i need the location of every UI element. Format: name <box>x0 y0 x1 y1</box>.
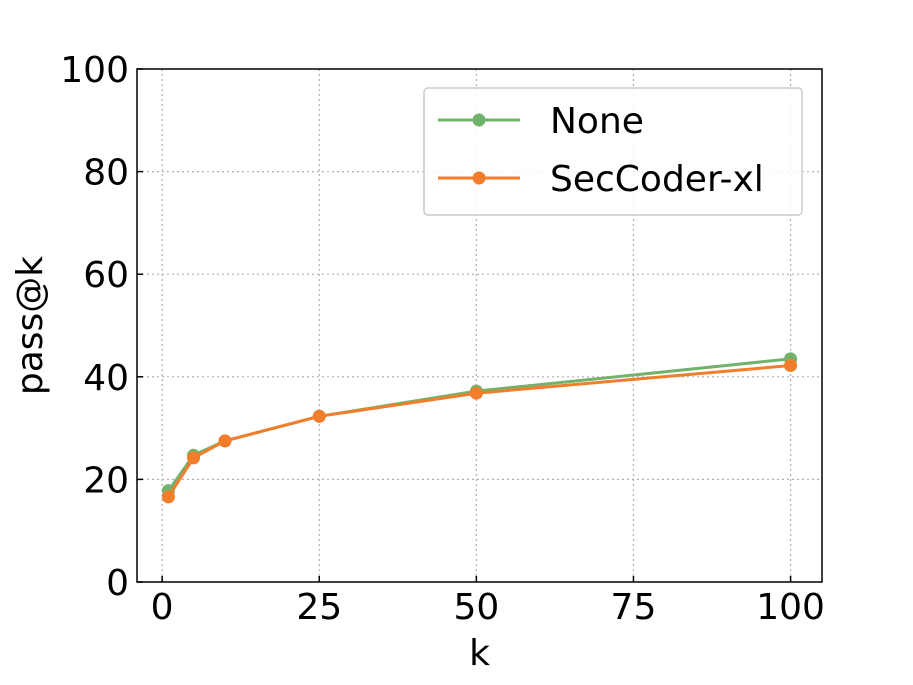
data-point <box>469 386 483 400</box>
x-tick-label: 100 <box>756 587 825 628</box>
x-tick-label: 75 <box>611 587 657 628</box>
data-point <box>161 490 175 504</box>
legend-marker <box>472 171 486 185</box>
y-axis-label: pass@k <box>10 256 51 395</box>
legend-item: None <box>438 101 644 142</box>
y-tick-label: 0 <box>106 563 129 604</box>
legend-item: SecCoder-xl <box>438 159 764 200</box>
data-point <box>784 359 798 373</box>
x-axis-label: k <box>469 633 490 674</box>
series-layer <box>161 352 798 504</box>
y-tick-label: 80 <box>83 153 129 194</box>
y-tick-label: 100 <box>60 50 129 91</box>
legend-marker <box>472 113 486 127</box>
legend-label: SecCoder-xl <box>550 159 764 200</box>
ticks: 0 25 50 75 100 0 20 40 60 80 100 <box>60 50 825 628</box>
y-tick-label: 40 <box>83 358 129 399</box>
data-point <box>187 451 201 465</box>
series-line <box>167 364 791 498</box>
legend-items: None SecCoder-xl <box>438 101 764 200</box>
x-tick-label: 50 <box>453 587 499 628</box>
legend: None SecCoder-xl <box>423 87 803 216</box>
data-point <box>312 409 326 423</box>
data-point <box>218 434 232 448</box>
y-tick-label: 20 <box>83 460 129 501</box>
x-tick-label: 0 <box>151 587 174 628</box>
series-2 <box>161 359 798 504</box>
plot-frame <box>136 68 823 583</box>
legend-label: None <box>550 101 644 142</box>
series-line <box>167 357 791 492</box>
y-tick-label: 60 <box>83 255 129 296</box>
x-tick-label: 25 <box>296 587 342 628</box>
